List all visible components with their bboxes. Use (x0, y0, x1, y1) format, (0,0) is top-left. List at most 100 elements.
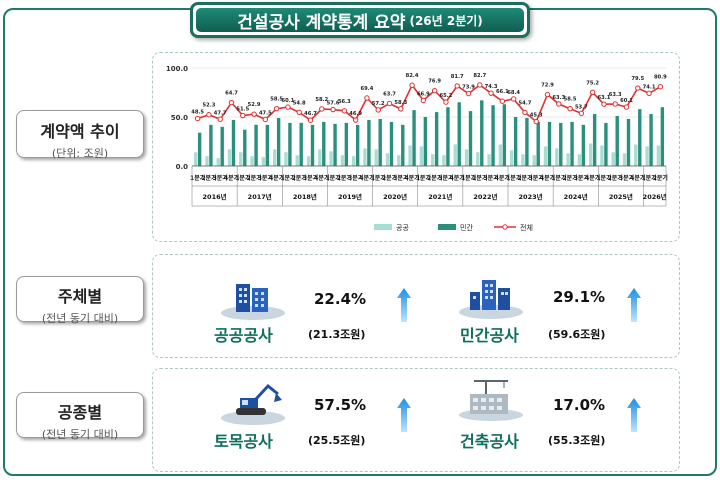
x-tick-label: 4분기 (495, 174, 510, 182)
bar-public (453, 144, 457, 166)
bar-private (570, 121, 574, 166)
year-label: 2019년 (338, 192, 362, 201)
subject-label: 주체별 (57, 287, 103, 306)
bar-private (378, 118, 382, 166)
total-point (398, 106, 404, 112)
bar-public (588, 143, 593, 166)
data-label: 46.9 (349, 111, 362, 117)
total-point (228, 99, 235, 106)
bar-public (284, 152, 288, 166)
total-point (556, 101, 562, 107)
total-point (194, 115, 201, 122)
bar-private (299, 122, 303, 166)
bar-public (566, 153, 570, 166)
bar-public (521, 154, 525, 166)
total-point (499, 98, 506, 104)
data-label: 76.9 (428, 79, 441, 85)
total-point (352, 117, 359, 123)
x-tick-label: 3분기 (213, 174, 228, 182)
data-label: 60.1 (620, 98, 633, 104)
bar-public (193, 152, 198, 166)
total-point (273, 105, 280, 112)
x-tick-label: 3분기 (303, 174, 318, 182)
data-label: 57.2 (372, 101, 385, 107)
construction-crane-icon (456, 376, 526, 422)
total-point (578, 110, 585, 117)
x-tick-label: 1분기 (325, 174, 340, 182)
bar-private (209, 124, 213, 166)
x-tick-label: 2분기 (562, 174, 577, 182)
bar-public (227, 149, 232, 166)
data-label: 45.3 (530, 113, 543, 119)
bar-public (239, 152, 243, 166)
x-tick-label: 1분기 (416, 174, 431, 182)
bar-private (367, 119, 371, 166)
bar-private (231, 119, 236, 166)
data-label: 69.4 (361, 86, 374, 92)
bar-private (423, 117, 428, 166)
x-tick-label: 2분기 (246, 174, 261, 182)
bar-private (649, 114, 653, 166)
year-label: 2016년 (203, 192, 227, 201)
bar-private (197, 132, 202, 166)
x-tick-label: 1분기 (641, 174, 656, 182)
legend-label-total: 전체 (520, 223, 533, 232)
bar-public (600, 145, 604, 166)
data-label: 52.9 (248, 102, 261, 108)
bar-public (498, 144, 503, 166)
x-tick-label: 4분기 (540, 174, 555, 182)
bar-private (265, 124, 270, 166)
building-works-label: 건축공사 (460, 432, 519, 451)
title-banner: 건설공사 계약통계 요약 (26년 2분기) (190, 2, 530, 38)
civil-works-pct: 57.5% (314, 396, 367, 414)
x-tick-label: 4분기 (585, 174, 600, 182)
total-point (431, 87, 438, 94)
total-point (657, 84, 664, 90)
bar-private (434, 112, 439, 166)
y-tick-label: 50.0 (171, 114, 188, 122)
data-label: 79.5 (631, 76, 644, 82)
civil-works-amount: (25.5조원) (308, 434, 366, 447)
public-works-pct: 22.4% (314, 290, 367, 308)
total-point (465, 90, 472, 97)
year-label: 2018년 (293, 192, 317, 201)
data-label: 56.3 (338, 99, 351, 105)
data-label: 63.3 (552, 95, 565, 101)
bar-private (254, 124, 258, 166)
contract-trend-chart: 0.0 50.0 100.0 48.552.347.7 64.7 51.552.9 47.5… (166, 65, 668, 232)
total-point (285, 104, 291, 110)
total-point (454, 83, 460, 89)
bar-public (408, 145, 412, 166)
data-label: 58.5 (270, 97, 283, 103)
bar-private (491, 105, 495, 166)
bar-private (536, 121, 540, 166)
bar-public (509, 150, 514, 166)
data-label: 66.9 (417, 91, 430, 97)
bar-public (634, 144, 638, 166)
bar-public (532, 155, 536, 166)
legend-label-private: 민간 (460, 223, 473, 232)
bar-public (329, 151, 333, 166)
work-label: 공종별 (57, 403, 103, 422)
total-point (307, 117, 314, 123)
total-point (646, 90, 652, 97)
bar-public (577, 154, 582, 166)
bar-private (322, 121, 326, 166)
bar-public (216, 158, 220, 166)
bar-private (288, 122, 292, 166)
private-works-amount: (59.6조원) (548, 328, 606, 341)
x-tick-label: 1분기 (506, 174, 521, 182)
building-icon (218, 276, 288, 322)
total-point (488, 90, 494, 96)
x-tick-label: 1분기 (235, 174, 250, 182)
bar-public (555, 148, 559, 166)
x-tick-label: 3분기 (348, 174, 363, 182)
page-subtitle: (26년 2분기) (409, 13, 483, 28)
data-label: 57.6 (327, 101, 340, 107)
data-label: 81.7 (451, 74, 464, 80)
x-tick-label: 3분기 (529, 174, 544, 182)
bar-private (333, 123, 337, 166)
work-note: (전년 동기 대비) (41, 428, 119, 441)
bar-public (464, 149, 469, 166)
bar-public (442, 155, 446, 166)
